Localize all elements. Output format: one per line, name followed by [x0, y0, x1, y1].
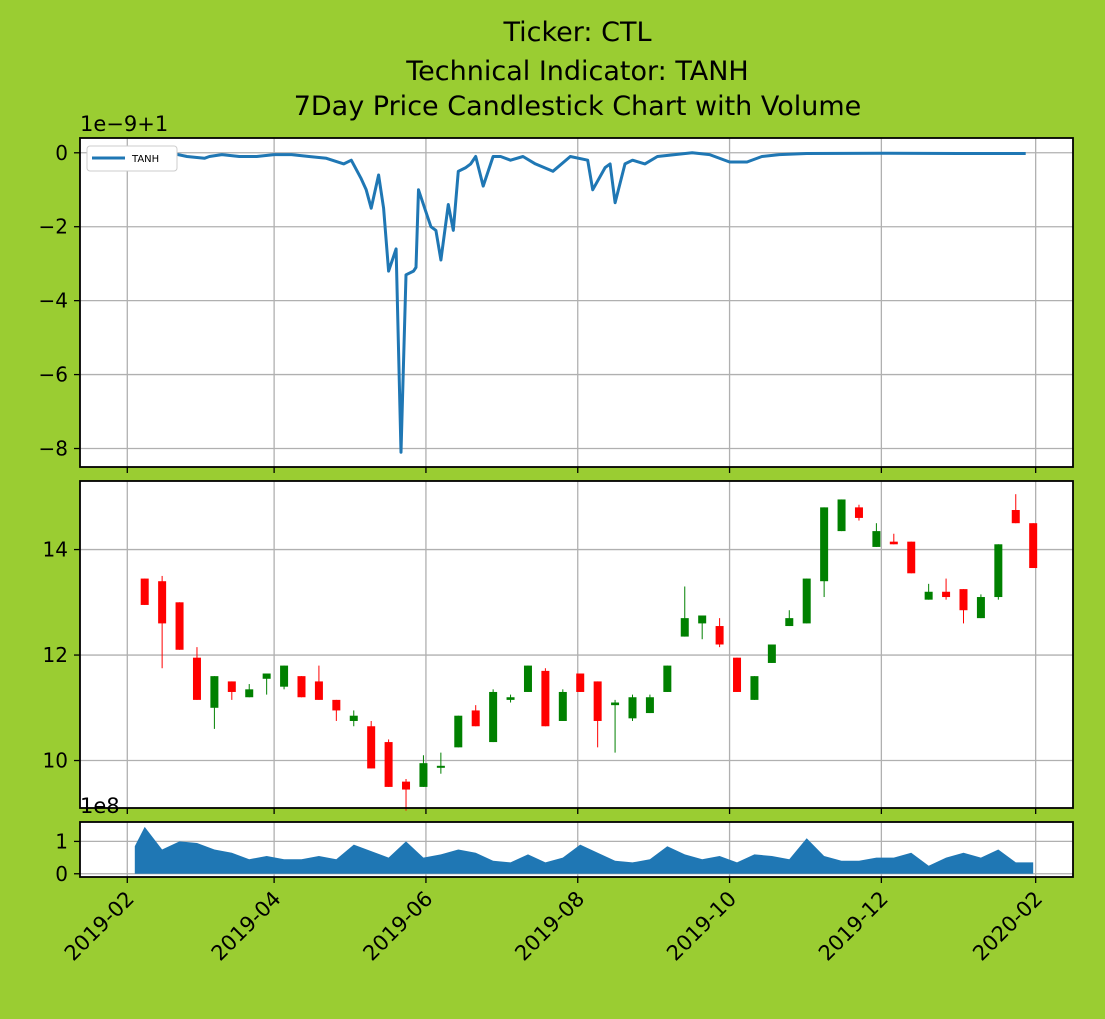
xtick-label: 2019-08	[510, 887, 589, 966]
candle-body	[192, 657, 201, 700]
candle-body	[628, 697, 637, 719]
candle-body	[471, 710, 480, 727]
candle-body	[541, 670, 550, 727]
candle-body	[698, 615, 707, 624]
xtick-label: 2019-10	[662, 887, 741, 966]
candle-body	[663, 665, 672, 692]
candle-body	[349, 715, 358, 721]
chart-title-line-1: Ticker: CTL	[503, 17, 652, 48]
panel-indicator-background	[80, 138, 1073, 467]
ytick-label-volume: 0	[55, 862, 68, 886]
candle-body	[854, 507, 863, 518]
candle-body	[611, 702, 620, 706]
ytick-label-indicator: 0	[55, 141, 68, 165]
candle-body	[715, 626, 724, 645]
indicator-offset-label: 1e−9+1	[80, 112, 168, 136]
panel-volume-frame	[79, 821, 1074, 878]
ytick-label-volume: 1	[55, 829, 68, 853]
ytick-label-indicator: −4	[39, 289, 68, 313]
candle-body	[576, 673, 585, 692]
candle-body	[767, 644, 776, 663]
candle-body	[262, 673, 271, 679]
legend-label-tanh: TANH	[131, 154, 159, 165]
candle-body	[976, 597, 985, 619]
candle-body	[558, 691, 567, 721]
ytick-label-indicator: −8	[39, 437, 68, 461]
candle-body	[942, 591, 951, 598]
candle-body	[802, 578, 811, 624]
candle-body	[907, 541, 916, 574]
panel-price-background	[80, 481, 1073, 808]
candle-body	[785, 618, 794, 627]
candle-body	[245, 689, 254, 698]
ytick-label-indicator: −2	[39, 215, 68, 239]
xtick-label: 2019-02	[60, 887, 139, 966]
candle-body	[367, 726, 376, 769]
volume-area	[134, 826, 1034, 874]
chart-title-line-2: Technical Indicator: TANH	[406, 56, 749, 87]
candle-body	[837, 499, 846, 532]
candle-body	[506, 697, 515, 700]
candle-body	[523, 665, 532, 692]
tanh-series-line	[134, 151, 1026, 454]
panel-indicator-frame	[79, 137, 1074, 468]
candle-body	[314, 681, 323, 700]
legend-box	[86, 145, 178, 172]
xtick-label: 2019-04	[207, 887, 286, 966]
xtick-label: 2020-02	[968, 887, 1047, 966]
candle-body	[959, 589, 968, 611]
xtick-label: 2019-06	[358, 887, 437, 966]
candle-body	[402, 781, 411, 790]
ytick-label-price: 12	[43, 643, 68, 667]
candle-body	[227, 681, 236, 692]
candle-body	[680, 618, 689, 637]
candle-body	[175, 602, 184, 650]
candle-body	[297, 676, 306, 698]
candle-body	[889, 541, 898, 545]
candle-body	[489, 691, 498, 743]
candle-body	[210, 676, 219, 708]
candle-body	[1011, 510, 1020, 524]
candle-body	[820, 507, 829, 582]
ytick-label-indicator: −6	[39, 363, 68, 387]
candle-body	[593, 681, 602, 721]
panel-price-frame	[79, 480, 1074, 809]
xtick-label: 2019-12	[814, 887, 893, 966]
candle-body	[419, 763, 428, 787]
ytick-label-price: 10	[43, 749, 68, 773]
candle-body	[1029, 523, 1038, 569]
candle-body	[158, 581, 167, 624]
candle-body	[994, 544, 1003, 598]
candle-body	[750, 676, 759, 700]
candle-body	[924, 591, 933, 600]
candle-body	[733, 657, 742, 692]
candle-body	[872, 531, 881, 547]
candle-body	[280, 665, 289, 687]
candle-body	[332, 699, 341, 711]
candle-body	[384, 742, 393, 787]
volume-offset-label: 1e8	[80, 794, 120, 818]
chart-title-line-3: 7Day Price Candlestick Chart with Volume	[293, 91, 862, 122]
candle-body	[436, 765, 445, 768]
candle-body	[140, 578, 149, 605]
candle-body	[454, 715, 463, 748]
candle-body	[645, 697, 654, 714]
ytick-label-price: 14	[43, 538, 68, 562]
